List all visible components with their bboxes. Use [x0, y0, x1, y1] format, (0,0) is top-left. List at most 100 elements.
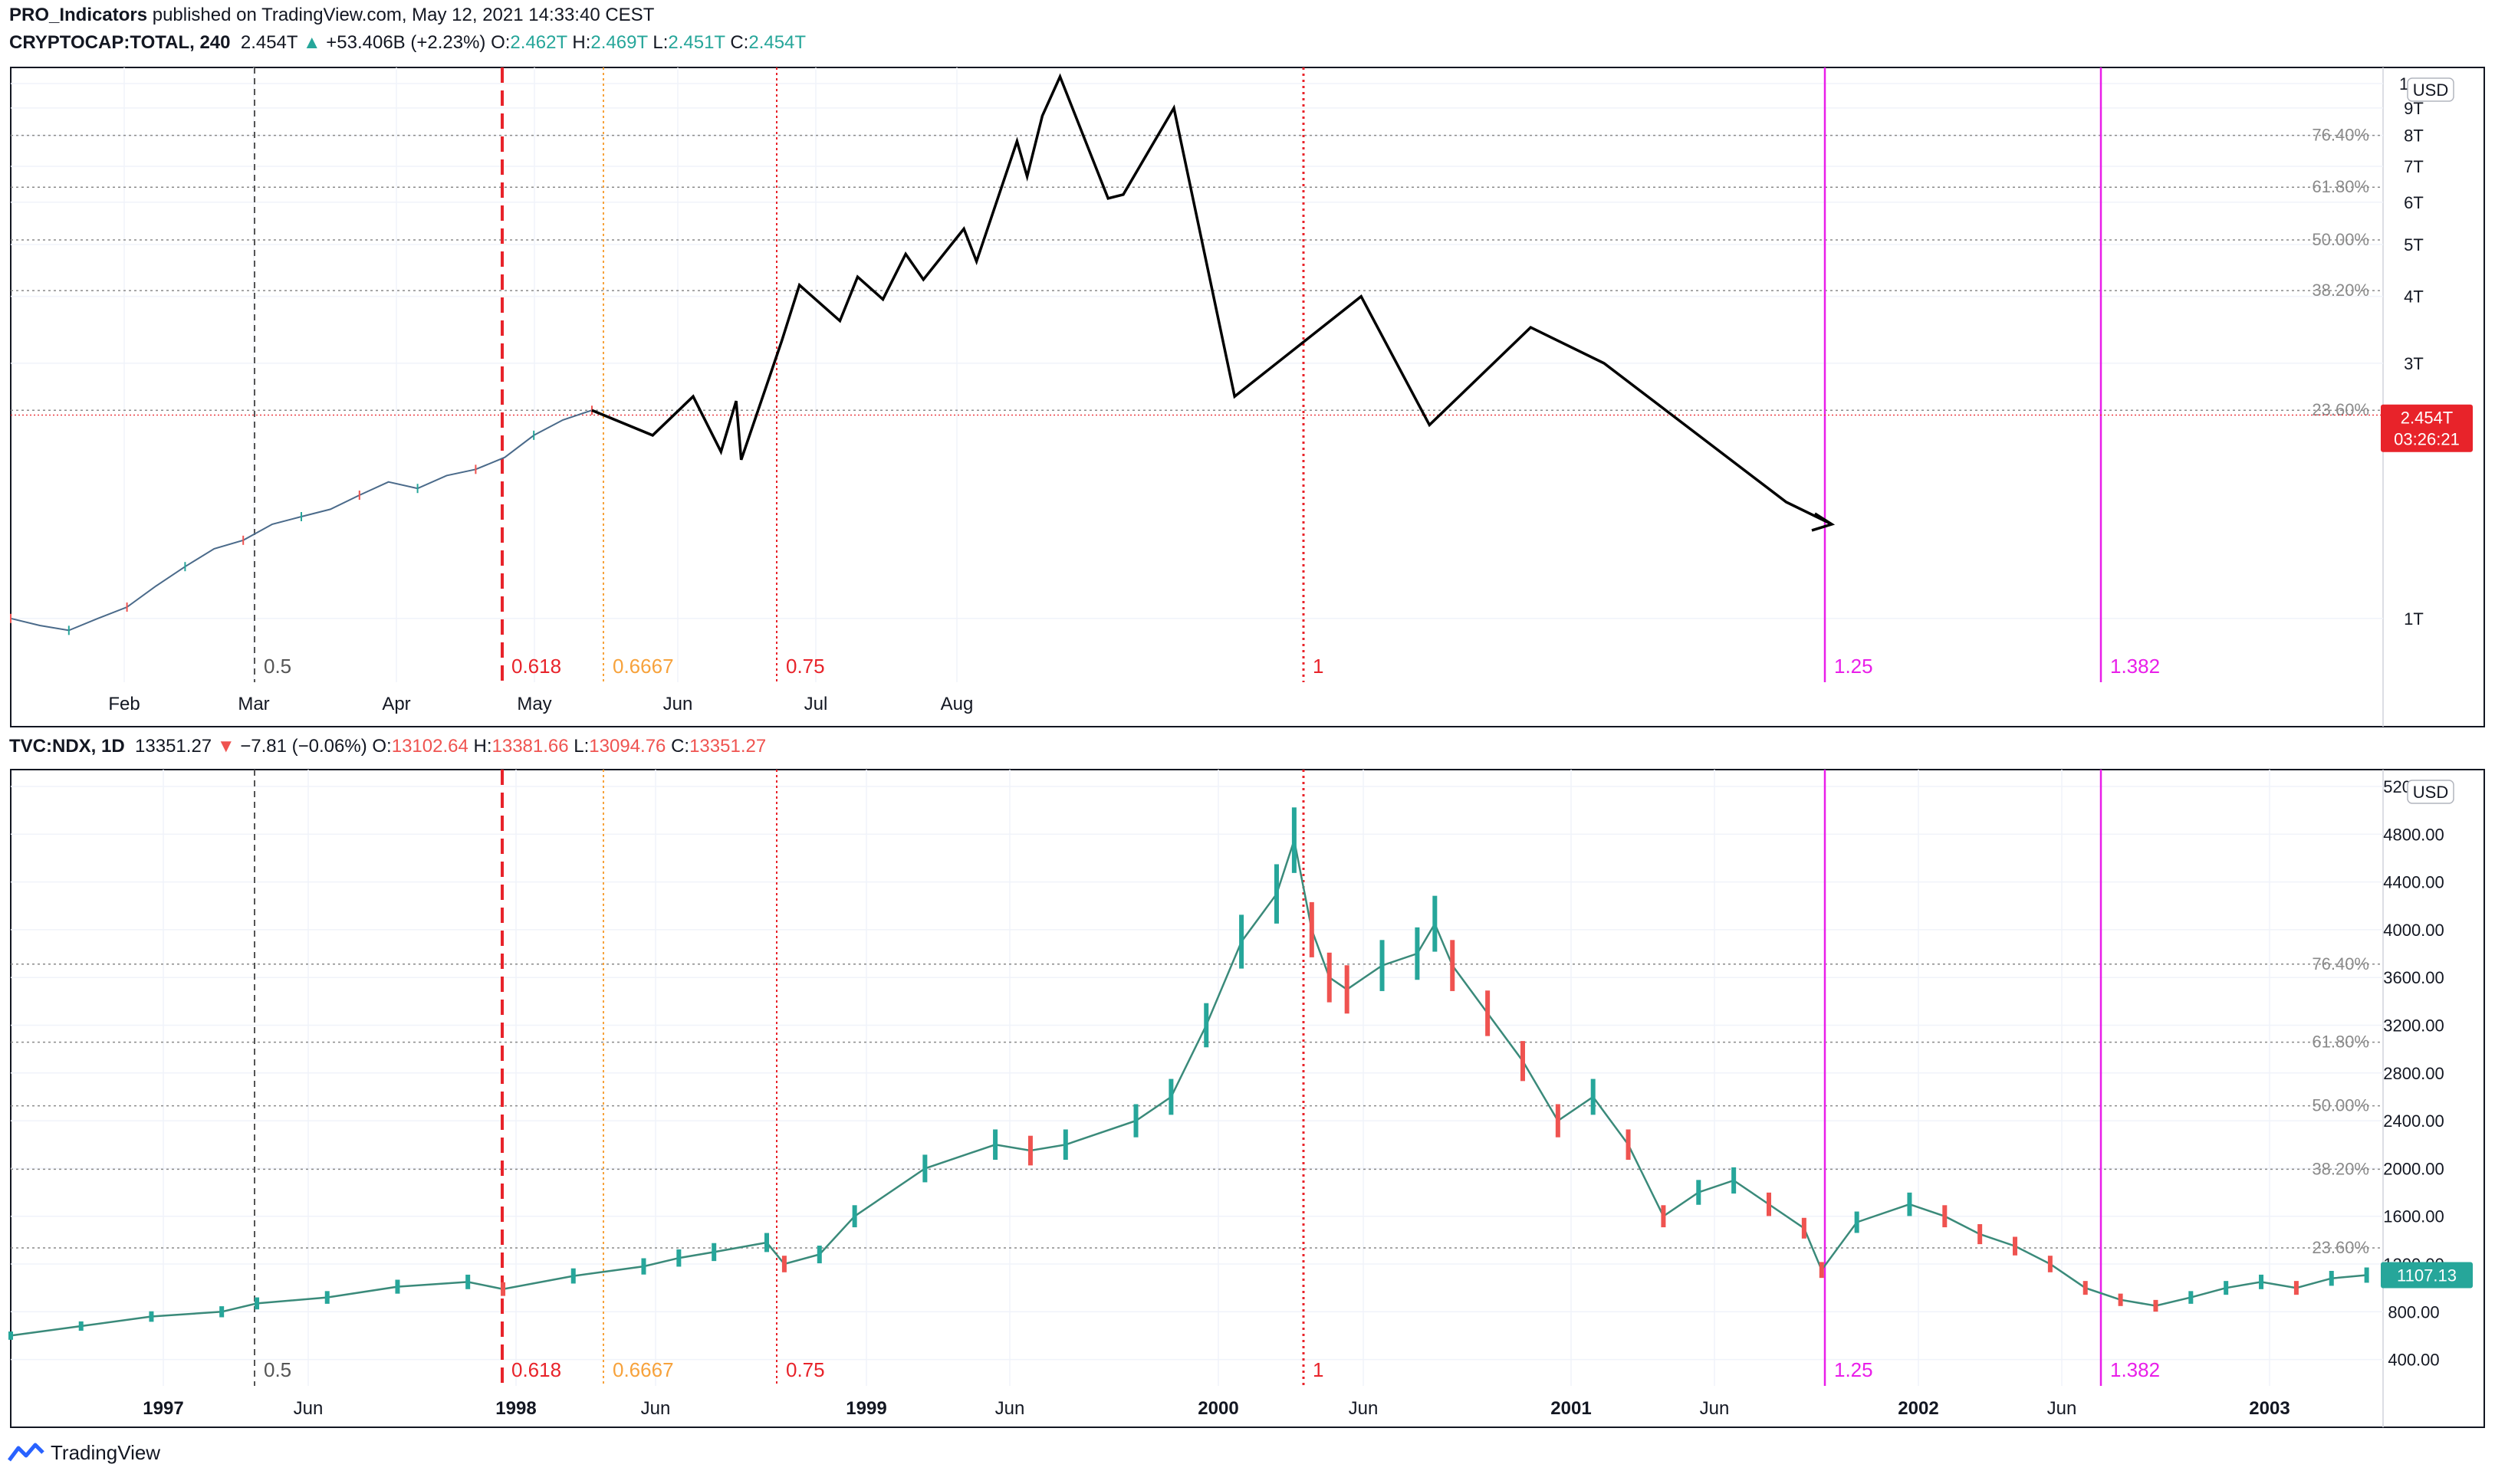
pane2-x-tick-label: 1997 [143, 1398, 183, 1419]
pane2-y-tick-label: 3600.00 [2383, 968, 2444, 987]
author-name[interactable]: PRO_Indicators [9, 5, 148, 25]
publish-meta: published on TradingView.com, May 12, 20… [147, 5, 655, 25]
pane2-candle [676, 1249, 682, 1267]
pane2-candle [2329, 1270, 2334, 1286]
pane1-x-tick-label: Feb [108, 694, 140, 714]
pane1-price-tag-text: 2.454T [2401, 409, 2454, 428]
pane2-candle [501, 1282, 506, 1296]
pane2-candle [1133, 1104, 1139, 1138]
pane2-x-tick-label: Jun [1349, 1398, 1379, 1419]
high-label: H: [473, 736, 492, 757]
pane2-candle [2153, 1299, 2158, 1312]
pane1-fib-level-label: 50.00% [2312, 230, 2369, 249]
pane2-candle [1626, 1129, 1631, 1161]
close-label: C: [671, 736, 690, 757]
pane1-x-tick-label: Jul [804, 694, 828, 714]
pane1-projection-arrowhead [1811, 512, 1836, 532]
pane1-frame [10, 67, 2485, 727]
up-arrow-icon: ▲ [302, 32, 321, 53]
close-value: 13351.27 [689, 736, 767, 757]
pane2-candle [1977, 1224, 1983, 1245]
pane2-x-tick-label: Jun [294, 1398, 324, 1419]
pane1-x-tick-label: Jun [663, 694, 693, 714]
symbol-label[interactable]: CRYPTOCAP:TOTAL, 240 [9, 32, 231, 53]
last-price: 13351.27 [135, 736, 212, 757]
pane2-candle [817, 1246, 822, 1264]
pane1-y-tick-label: 1T [2404, 609, 2424, 629]
pane2-candle [1379, 940, 1385, 991]
pane2-candle [764, 1233, 769, 1253]
pane1-y-tick-label: 7T [2404, 157, 2424, 176]
close-value: 2.454T [748, 32, 807, 53]
open-value: 13102.64 [391, 736, 468, 757]
pane2-time-fib-label: 0.75 [786, 1358, 825, 1381]
tradingview-logo-icon [8, 1443, 44, 1461]
pane1-y-tick-label: 8T [2404, 126, 2424, 146]
pane2-candle [2188, 1291, 2194, 1304]
pane2-time-fib-label: 0.6667 [613, 1358, 674, 1381]
publish-info: PRO_Indicators published on TradingView.… [9, 5, 654, 26]
pane2-candle [1415, 927, 1420, 980]
pane2-y-tick-label: 4800.00 [2383, 825, 2444, 844]
pane2-candle [922, 1154, 928, 1183]
pane2-y-tick-label: 4000.00 [2383, 921, 2444, 940]
pane2-time-fib-label: 1 [1313, 1358, 1323, 1381]
pane2-x-tick-label: Jun [995, 1398, 1025, 1419]
pane1-time-fib-label: 0.618 [511, 655, 561, 678]
legend-pane1: CRYPTOCAP:TOTAL, 240 2.454T ▲ +53.406B (… [9, 32, 806, 54]
pane2-y-tick-label: 400.00 [2388, 1351, 2439, 1370]
pane2-candle [1309, 901, 1314, 957]
pane1-fib-level-label: 23.60% [2312, 400, 2369, 419]
down-arrow-icon: ▼ [216, 736, 235, 757]
high-value: 13381.66 [491, 736, 569, 757]
pane2-x-tick-label: Jun [1700, 1398, 1730, 1419]
pane2-candle [2259, 1274, 2264, 1289]
pane2-fib-level-label: 38.20% [2312, 1159, 2369, 1178]
pane2-candle [781, 1256, 787, 1272]
pane1-fib-level-label: 76.40% [2312, 126, 2369, 145]
pane2-time-fib-label: 1.382 [2110, 1358, 2160, 1381]
price-change: −7.81 (−0.06%) [240, 736, 367, 757]
pane2-candle [1555, 1104, 1560, 1138]
tradingview-brand[interactable]: TradingView [8, 1441, 160, 1465]
pane2-candle [1907, 1192, 1912, 1216]
pane2-candle [1027, 1135, 1033, 1166]
pane2-candle [255, 1297, 260, 1310]
pane2-y-tick-label: 2000.00 [2383, 1159, 2444, 1178]
pane2-candle [2013, 1236, 2018, 1256]
pane2-x-tick-label: Jun [641, 1398, 671, 1419]
pane2-currency-badge-text: USD [2413, 783, 2448, 802]
pane2-candle [1819, 1262, 1824, 1279]
pane2-candle [1767, 1192, 1771, 1216]
pane2-candle [2118, 1293, 2123, 1306]
pane1-y-tick-label: 6T [2404, 193, 2424, 212]
pane2-candle [993, 1129, 998, 1161]
pane2-candle [78, 1321, 84, 1331]
pane1-y-tick-label: 9T [2404, 99, 2424, 118]
pane2-x-tick-label: 2002 [1898, 1398, 1938, 1419]
pane2-x-tick-label: 2003 [2249, 1398, 2290, 1419]
pane2-fib-level-label: 76.40% [2312, 954, 2369, 973]
pane2-fib-level-label: 23.60% [2312, 1238, 2369, 1257]
pane2-candle [1942, 1205, 1948, 1228]
pane1-x-tick-label: Apr [382, 694, 410, 714]
pane2-candle [2293, 1281, 2299, 1295]
close-label: C: [730, 32, 749, 53]
pane2-candle [465, 1274, 471, 1289]
pane2-candle [1204, 1003, 1209, 1048]
symbol-label[interactable]: TVC:NDX, 1D [9, 736, 125, 757]
pane2-fib-level-label: 61.80% [2312, 1033, 2369, 1052]
pane1-projection-path [591, 73, 1833, 526]
last-price: 2.454T [240, 32, 298, 53]
pane2-time-fib-label: 0.618 [511, 1358, 561, 1381]
pane2-price-series [10, 836, 2367, 1337]
pane2-candle [1520, 1041, 1525, 1082]
pane1-time-fib-label: 0.75 [786, 655, 825, 678]
pane2-candle [1485, 990, 1491, 1036]
pane2-candle [8, 1331, 13, 1340]
pane1-x-tick-label: Aug [941, 694, 974, 714]
pane1-price-tag [2381, 404, 2473, 452]
pane2-candle [1801, 1217, 1806, 1239]
pane1-fib-level-label: 38.20% [2312, 281, 2369, 300]
